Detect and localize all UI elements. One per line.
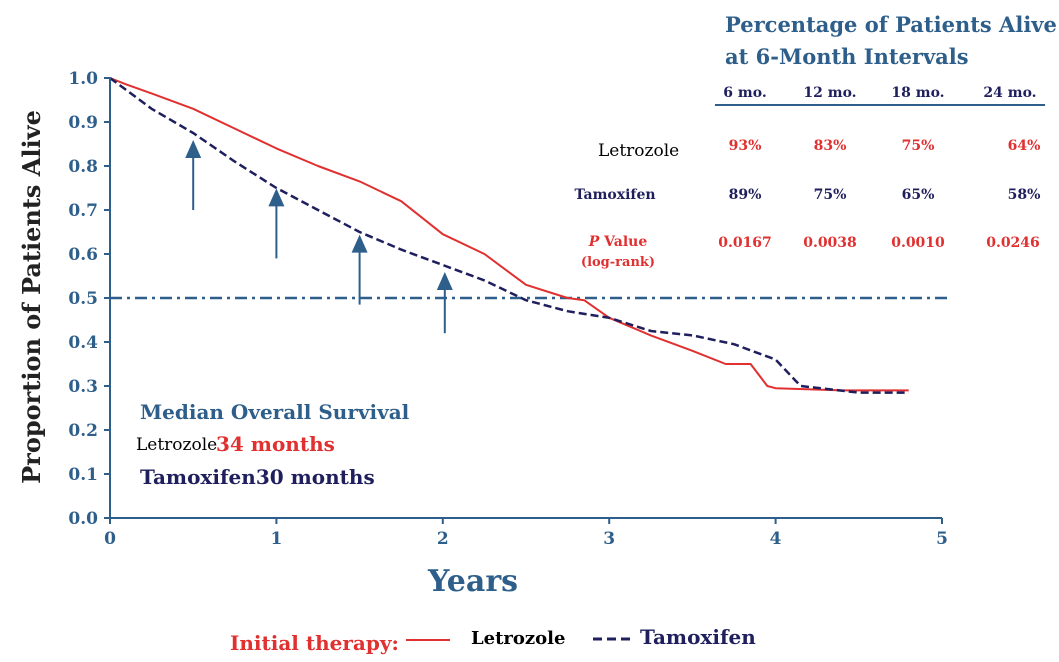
series-line-tamoxifen — [109, 76, 909, 394]
x-tick-label: 2 — [437, 529, 449, 549]
table-pvalue-label: P Value — [588, 234, 648, 250]
table-tamoxifen-12mo: 75% — [814, 187, 847, 203]
y-tick-label: 0.5 — [68, 289, 98, 309]
arrow-head — [268, 188, 285, 207]
table-pvalue-label-line2: (log-rank) — [581, 255, 655, 270]
median-tamoxifen: Tamoxifen30 months — [140, 465, 375, 489]
arrow-head — [436, 272, 453, 290]
x-tick-label: 3 — [603, 529, 615, 549]
y-tick-label: 0.2 — [68, 421, 98, 441]
x-tick-label: 0 — [104, 529, 116, 549]
table-pvalue-24mo: 0.0246 — [986, 235, 1040, 251]
legend-letrozole-label: Letrozole — [471, 628, 565, 649]
y-tick-label: 0.8 — [68, 157, 98, 177]
x-axis-label: Years — [427, 564, 518, 599]
x-tick-label: 5 — [936, 529, 948, 549]
axis-layer: 0.0 0.1 0.2 0.3 0.4 0.5 0.6 0.7 0.8 0.9 1.0 0 1 2 3 4 5 — [68, 69, 948, 549]
table-col-12mo: 12 mo. — [803, 85, 856, 101]
arrow-head — [351, 234, 368, 253]
table-letrozole-6mo: 93% — [729, 138, 762, 154]
table-col-6mo: 6 mo. — [723, 85, 766, 101]
table-letrozole-12mo: 83% — [814, 138, 847, 154]
table-tamoxifen-24mo: 58% — [1008, 187, 1041, 203]
table-row-letrozole-label: Letrozole — [598, 141, 679, 161]
table-col-18mo: 18 mo. — [891, 85, 944, 101]
x-tick-label: 4 — [770, 529, 782, 549]
median-title: Median Overall Survival — [140, 400, 410, 424]
table-pvalue-6mo: 0.0167 — [718, 235, 772, 251]
series-line-letrozole — [109, 77, 909, 392]
y-tick-label: 0.4 — [68, 333, 98, 353]
y-tick-label: 0.9 — [68, 113, 98, 133]
legend-tamoxifen-label: Tamoxifen — [640, 625, 756, 649]
table-tamoxifen-6mo: 89% — [729, 187, 762, 203]
y-tick-label: 0.7 — [68, 201, 98, 221]
table-tamoxifen-18mo: 65% — [902, 187, 935, 203]
y-tick-label: 1.0 — [68, 69, 98, 89]
y-tick-label: 0.6 — [68, 245, 98, 265]
table-pvalue-18mo: 0.0010 — [891, 235, 945, 251]
table-col-24mo: 24 mo. — [983, 85, 1036, 101]
arrow-head — [185, 140, 202, 158]
legend-prefix: Initial therapy: — [230, 631, 399, 655]
median-letrozole-label: Letrozole — [136, 435, 217, 455]
y-tick-label: 0.1 — [68, 465, 98, 485]
y-axis-label: Proportion of Patients Alive — [17, 110, 46, 484]
table-row-tamoxifen-label: Tamoxifen — [574, 187, 655, 203]
y-tick-label: 0.0 — [68, 509, 98, 529]
y-tick-label: 0.3 — [68, 377, 98, 397]
table-letrozole-18mo: 75% — [902, 138, 935, 154]
table-title-line2: at 6-Month Intervals — [725, 44, 969, 69]
table-letrozole-24mo: 64% — [1008, 138, 1041, 154]
table-title-line1: Percentage of Patients Alive — [725, 12, 1057, 37]
arrow-layer — [185, 140, 453, 334]
table-pvalue-12mo: 0.0038 — [803, 235, 857, 251]
x-tick-label: 1 — [270, 529, 282, 549]
median-letrozole-value: 34 months — [216, 432, 335, 456]
series-layer — [109, 76, 909, 394]
